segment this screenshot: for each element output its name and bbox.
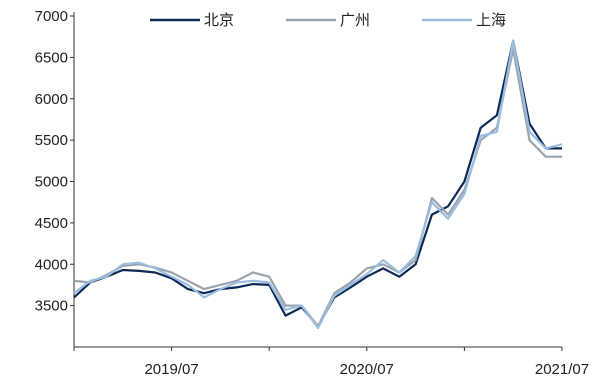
x-tick-label: 2021/07 (535, 361, 589, 378)
legend: 北京 广州 上海 (150, 11, 506, 29)
x-tick-label: 2019/07 (144, 361, 198, 378)
x-tick-label: 2020/07 (340, 361, 394, 378)
y-axis: 3500 4000 4500 5000 5500 6000 6500 7000 (35, 8, 75, 347)
y-tick-label: 6000 (35, 91, 68, 108)
series-line-1 (73, 47, 562, 328)
y-tick-label: 3500 (35, 298, 68, 315)
legend-label-0: 北京 (204, 11, 234, 29)
y-tick-label: 6500 (35, 49, 68, 66)
series-line-2 (73, 39, 563, 330)
y-tick-label: 5000 (35, 174, 68, 191)
y-tick-label: 5500 (35, 132, 68, 149)
y-tick-label: 7000 (35, 8, 68, 25)
series-line-0 (73, 39, 562, 328)
y-tick-label: 4000 (35, 256, 68, 273)
legend-label-1: 广州 (340, 11, 370, 29)
x-axis: 2019/07 2020/07 2021/07 (73, 346, 589, 378)
y-tick-label: 4500 (35, 215, 68, 232)
legend-label-2: 上海 (476, 11, 506, 29)
series-layer (73, 39, 563, 330)
